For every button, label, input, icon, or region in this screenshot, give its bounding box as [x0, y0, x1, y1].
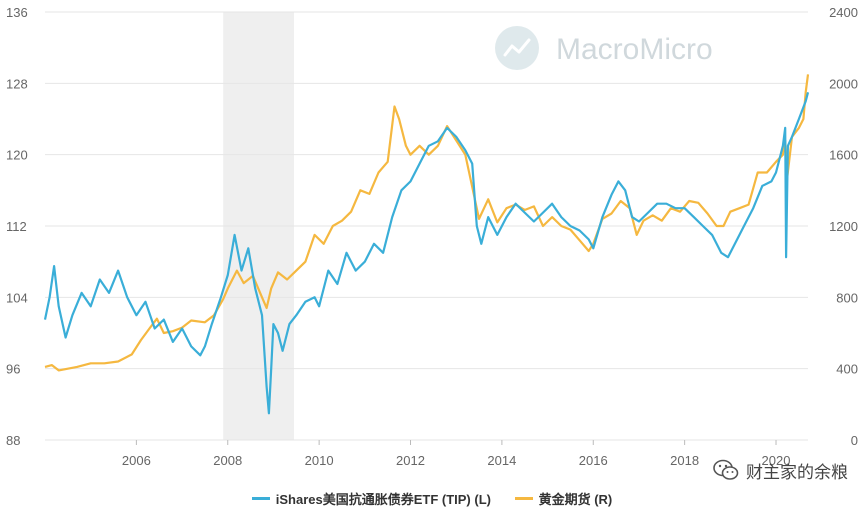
dual-axis-line-chart: MacroMicro 88 96 104 112 120 128 136 0 400 800 12…	[6, 5, 858, 468]
legend-swatch-tip	[251, 497, 270, 500]
x-tick-label: 2008	[213, 453, 242, 468]
series-line-tip	[43, 92, 810, 415]
right-tick-label: 2400	[829, 5, 858, 20]
legend-swatch-gold	[514, 497, 533, 500]
x-tick-label: 2014	[487, 453, 516, 468]
legend-label-gold: 黄金期货 (R)	[538, 492, 613, 507]
right-tick-label: 800	[836, 290, 858, 305]
right-tick-label: 2000	[829, 76, 858, 91]
x-tick-label: 2012	[396, 453, 425, 468]
legend-item-tip[interactable]: iShares美国抗通胀债券ETF (TIP) (L)	[251, 489, 491, 508]
gridlines	[45, 11, 808, 441]
right-tick-label: 1200	[829, 219, 858, 234]
x-tick-label: 2018	[670, 453, 699, 468]
x-tick-label: 2010	[305, 453, 334, 468]
series-line-gold	[44, 74, 810, 372]
legend-label-tip: iShares美国抗通胀债券ETF (TIP) (L)	[275, 492, 491, 507]
chart-line-icon	[495, 26, 539, 70]
right-tick-label: 0	[851, 433, 858, 448]
right-tick-label: 400	[836, 362, 858, 377]
watermark-text: MacroMicro	[556, 33, 713, 66]
x-axis-ticks: 2006 2008 2010 2012 2014 2016 2018 2020	[122, 440, 791, 468]
legend: iShares美国抗通胀债券ETF (TIP) (L) 黄金期货 (R)	[0, 488, 864, 508]
left-tick-label: 120	[6, 148, 28, 163]
left-tick-label: 128	[6, 76, 28, 91]
x-tick-label: 2016	[579, 453, 608, 468]
left-tick-label: 136	[6, 5, 28, 20]
right-tick-label: 1600	[829, 148, 858, 163]
left-tick-label: 104	[6, 290, 28, 305]
watermark: MacroMicro	[495, 26, 713, 70]
left-tick-label: 112	[6, 219, 27, 234]
right-axis-ticks: 0 400 800 1200 1600 2000 2400	[829, 5, 858, 448]
left-tick-label: 96	[6, 362, 20, 377]
x-tick-label: 2020	[762, 453, 791, 468]
source-credit: 财主家的余粮	[712, 456, 848, 484]
series-layer	[43, 74, 810, 415]
legend-item-gold[interactable]: 黄金期货 (R)	[514, 489, 613, 508]
x-tick-label: 2006	[122, 453, 151, 468]
left-axis-ticks: 88 96 104 112 120 128 136	[6, 5, 28, 448]
left-tick-label: 88	[6, 433, 20, 448]
wechat-icon	[713, 459, 739, 480]
credit-text: 财主家的余粮	[746, 462, 848, 483]
